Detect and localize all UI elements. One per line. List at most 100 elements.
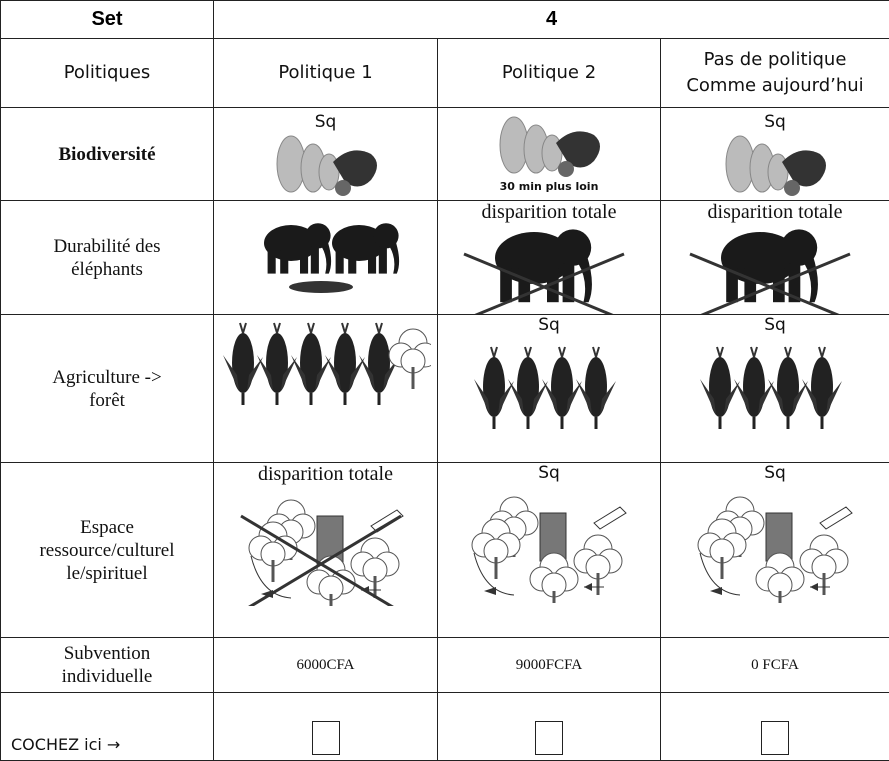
option-cell: Sq (661, 463, 889, 638)
cell-note: 0 FCFA (751, 657, 799, 673)
cell-note: Sq (214, 112, 437, 132)
icon-shape (289, 281, 353, 293)
icon (670, 132, 880, 196)
icon-shape (820, 507, 852, 529)
icon-shape (266, 333, 288, 393)
check-cell (438, 693, 661, 761)
icon-shape (777, 357, 799, 417)
icon (444, 113, 654, 177)
column-header: Pas de politique Comme aujourd’hui (661, 39, 889, 108)
icon-shape (726, 136, 788, 192)
icon-shape (585, 357, 607, 417)
icon-shape (491, 347, 497, 357)
column-header: Politiques (1, 39, 214, 108)
icon-shape (756, 553, 804, 603)
icon-shape (802, 347, 842, 429)
icon-shape (371, 510, 403, 532)
icon-shape (348, 250, 356, 273)
icon-shape (474, 347, 514, 429)
cell-note: disparition totale (438, 201, 660, 224)
icon-shape (483, 357, 505, 417)
icon-shape (768, 347, 808, 429)
icon-shape (368, 333, 390, 393)
icon (670, 483, 880, 603)
cell-note: disparition totale (661, 201, 889, 224)
icon-shape (300, 250, 308, 273)
check-cell (661, 693, 889, 761)
icon-shape (267, 250, 275, 273)
icon-shape (291, 323, 331, 405)
set-label-cell: Set (1, 1, 214, 39)
icon-shape (800, 535, 848, 595)
row-label: Subvention individuelle (1, 638, 214, 693)
icon-shape (335, 180, 351, 196)
icon-shape (593, 347, 599, 357)
icon-shape (508, 347, 548, 429)
column-header: Politique 2 (438, 39, 661, 108)
icon-shape (530, 553, 578, 603)
icon-shape (785, 347, 791, 357)
icon-shape (376, 323, 382, 333)
icon (670, 224, 880, 314)
icon (670, 335, 880, 435)
icon-shape (300, 333, 322, 393)
set-value-cell: 4 (214, 1, 889, 39)
icon-shape (264, 223, 331, 273)
option-cell: disparition totale (214, 463, 438, 638)
icon (221, 315, 431, 415)
check-cell (214, 693, 438, 761)
option-cell (214, 201, 438, 315)
icon-shape (819, 347, 825, 357)
table-row: Durabilité des éléphants disparition tota… (1, 201, 889, 315)
icon-shape (558, 161, 574, 177)
icon-shape (495, 229, 592, 302)
option-cell: Sq (661, 108, 889, 201)
icon-shape (389, 329, 431, 389)
icon-shape (709, 357, 731, 417)
icon-shape (751, 347, 757, 357)
row-label: Agriculture -> forêt (1, 315, 214, 463)
row-label: Espace ressource/culturel le/spirituel (1, 463, 214, 638)
option-cell: 9000FCFA (438, 638, 661, 693)
icon-shape (594, 507, 626, 529)
row-label: Biodiversité (1, 108, 214, 201)
checkbox[interactable] (761, 721, 789, 755)
cell-note: 6000CFA (296, 657, 354, 673)
column-header: Politique 1 (214, 39, 438, 108)
icon-shape (700, 347, 740, 429)
icon-shape (559, 347, 565, 357)
icon-shape (332, 223, 399, 273)
checkbox[interactable] (312, 721, 340, 755)
caption: 30 min plus loin (500, 180, 599, 193)
option-cell: disparition totale (438, 201, 661, 315)
option-cell: disparition totale (661, 201, 889, 315)
icon-shape (223, 323, 263, 405)
icon (444, 335, 654, 435)
option-cell: 0 FCFA (661, 638, 889, 693)
row-label: Durabilité des éléphants (1, 201, 214, 315)
icon-shape (378, 246, 386, 273)
icon-shape (277, 136, 339, 192)
icon-shape (743, 357, 765, 417)
icon-shape (240, 323, 246, 333)
checkbox[interactable] (535, 721, 563, 755)
icon-shape (351, 538, 399, 598)
icon-shape (500, 117, 562, 173)
icon-shape (574, 535, 622, 595)
icon-shape (310, 246, 318, 273)
icon-shape (280, 250, 288, 273)
icon-shape (308, 323, 314, 333)
icon (221, 486, 431, 606)
icon (221, 132, 431, 196)
icon (444, 483, 654, 603)
icon-shape (525, 347, 531, 357)
icon-shape (542, 347, 582, 429)
